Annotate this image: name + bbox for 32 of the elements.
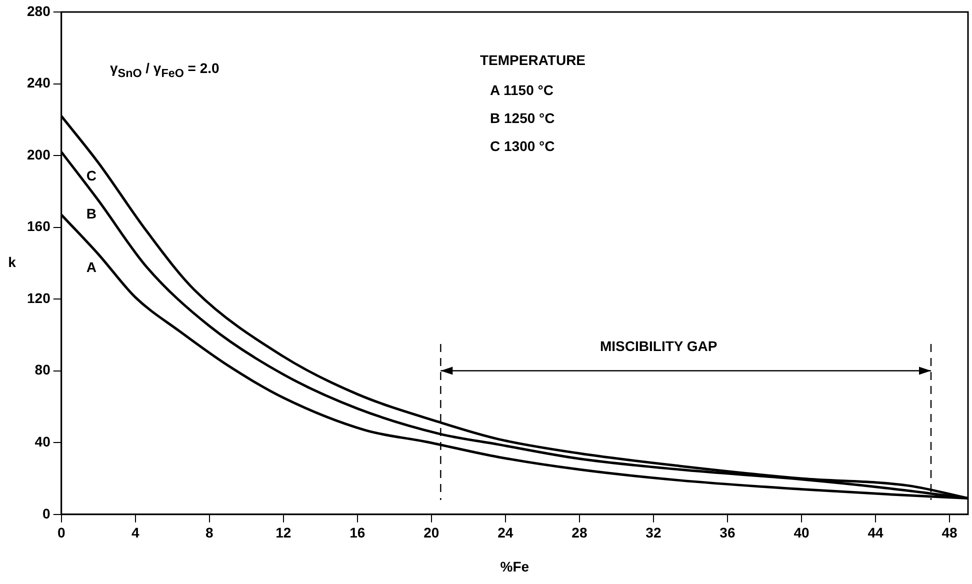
x-tick-label: 48	[942, 524, 958, 541]
y-tick-label: 240	[27, 74, 51, 91]
x-tick-label: 40	[794, 524, 810, 541]
annotation: MISCIBILITY GAP	[600, 338, 718, 354]
y-tick-label: 200	[27, 146, 51, 162]
y-tick-label: 0	[42, 505, 51, 522]
x-axis-title: %Fe	[500, 558, 530, 574]
x-tick-label: 24	[498, 524, 514, 541]
x-tick-label: 36	[720, 524, 736, 541]
series-label: C	[86, 168, 96, 184]
annotation: TEMPERATURE	[480, 52, 586, 68]
annotation: C 1300 °C	[490, 138, 555, 154]
x-tick-label: 20	[424, 524, 440, 541]
y-tick-label: 80	[34, 362, 51, 378]
x-tick-label: 16	[350, 524, 366, 541]
x-tick-label: 0	[57, 524, 66, 541]
x-tick-label: 32	[646, 524, 662, 541]
annotation: γ$_{SnO}$ / γ$_{FeO}$ = 2.0	[110, 60, 220, 80]
y-tick-label: 120	[27, 290, 51, 306]
series-label: A	[86, 259, 96, 276]
x-tick-label: 4	[131, 524, 140, 541]
y-tick-label: 280	[27, 2, 51, 19]
y-tick-label: 40	[34, 433, 51, 450]
x-tick-label: 28	[572, 524, 588, 541]
y-tick-label: 160	[27, 218, 51, 234]
x-tick-label: 8	[205, 524, 214, 541]
x-tick-label: 44	[868, 524, 884, 541]
x-tick-label: 12	[276, 524, 292, 541]
y-axis-title: k	[8, 254, 16, 270]
annotation: A 1150 °C	[490, 82, 554, 98]
annotation: B 1250 °C	[490, 110, 555, 126]
series-label: B	[86, 205, 96, 222]
